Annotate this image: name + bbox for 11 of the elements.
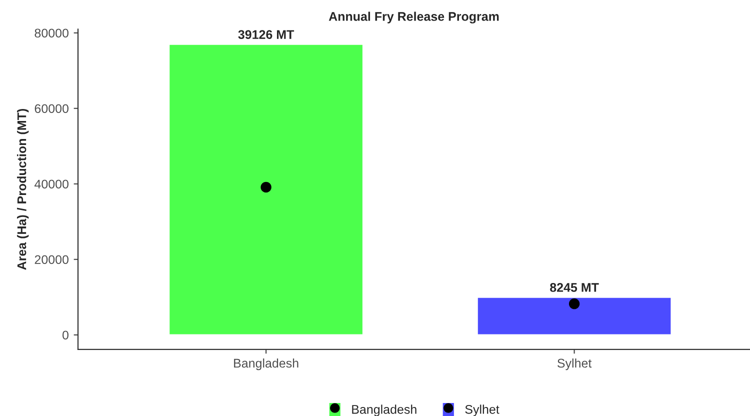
y-tick-label: 20000 bbox=[34, 255, 68, 264]
y-tick-label: 0 bbox=[62, 330, 68, 340]
y-axis-title: Area (Ha) / Production (MT) bbox=[17, 108, 29, 270]
y-tick-label: 60000 bbox=[34, 104, 68, 114]
y-tick-label: 80000 bbox=[34, 28, 68, 38]
annotation: 8245 MT bbox=[550, 283, 599, 292]
chart-title: Annual Fry Release Program bbox=[328, 12, 499, 24]
legend-label: Bangladesh bbox=[352, 404, 416, 416]
annotation: 39126 MT bbox=[238, 30, 294, 39]
legend-label: Sylhet bbox=[465, 404, 500, 416]
y-tick-label: 40000 bbox=[34, 180, 68, 189]
